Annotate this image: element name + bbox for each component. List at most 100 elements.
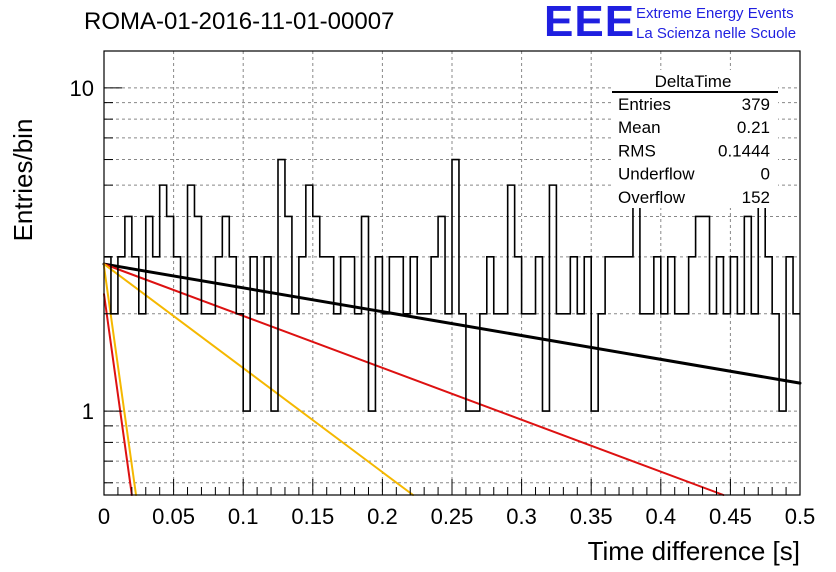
stats-row-value: 0.1444 (718, 141, 770, 160)
histogram-bin (153, 257, 160, 495)
histogram-bin (424, 314, 431, 495)
histogram-bin (125, 216, 132, 495)
histogram-bin (431, 257, 438, 495)
histogram-bin (327, 257, 334, 495)
histogram-bin (605, 257, 612, 495)
histogram-bin (675, 314, 682, 495)
histogram-bin (375, 257, 382, 495)
histogram-bin (382, 314, 389, 495)
histogram-bin (682, 314, 689, 495)
histogram-bin (348, 257, 355, 495)
stats-row-label: Underflow (618, 165, 695, 184)
x-tick-label: 0.25 (431, 504, 474, 529)
histogram-bin (355, 314, 362, 495)
stats-row-label: Mean (618, 118, 661, 137)
histogram-bin (529, 314, 536, 495)
stats-row-value: 0 (761, 165, 770, 184)
histogram-bin (215, 257, 222, 495)
y-tick-label: 1 (82, 399, 94, 424)
histogram-bin (257, 314, 264, 495)
histogram-bin (459, 314, 466, 495)
histogram-bin (703, 216, 710, 495)
histogram-bin (640, 314, 647, 495)
histogram-bin (466, 411, 473, 495)
histogram-bin (515, 257, 522, 495)
histogram-bin (584, 257, 591, 495)
histogram-bin (299, 257, 306, 495)
fit-curve-orange (103, 263, 415, 496)
histogram-bin (320, 257, 327, 495)
histogram-bin (243, 411, 250, 495)
histogram-bin (730, 257, 737, 495)
histogram-bin (174, 257, 181, 495)
histogram-bin (306, 185, 313, 495)
histogram-bin (633, 185, 640, 495)
histogram-bin (744, 216, 751, 495)
histogram-bin (188, 185, 195, 495)
histogram-bin (403, 314, 410, 495)
histogram-bin (104, 257, 111, 495)
histogram-bin (487, 257, 494, 495)
histogram-bin (194, 216, 201, 495)
histogram-bin (222, 216, 229, 495)
histogram-bin (181, 314, 188, 495)
x-tick-label: 0.45 (709, 504, 752, 529)
histogram-bin (111, 314, 118, 495)
histogram-bin (772, 314, 779, 495)
histogram-bin (612, 257, 619, 495)
histogram-bin (473, 411, 480, 495)
stats-box: DeltaTime Entries 379 Mean 0.21 RMS 0.1444 Und… (612, 70, 778, 208)
histogram-bin (508, 185, 515, 495)
x-tick-label: 0.1 (228, 504, 259, 529)
histogram-bin (201, 314, 208, 495)
histogram-bin (494, 314, 501, 495)
histogram-bin (278, 160, 285, 495)
y-axis-label: Entries/bin (8, 119, 38, 242)
histogram-bin (723, 314, 730, 495)
histogram-bin (334, 314, 341, 495)
histogram-bin (167, 216, 174, 495)
histogram-bin (654, 257, 661, 495)
histogram-bin (362, 216, 369, 495)
histogram-bin (737, 314, 744, 495)
stats-row-label: RMS (618, 141, 656, 160)
histogram-bin (619, 257, 626, 495)
histogram-bin (556, 314, 563, 495)
histogram-bin (285, 216, 292, 495)
tick-labels: 0 0.05 0.1 0.15 0.2 0.25 0.3 0.35 0.4 0.45 0.5 1 10 (70, 76, 816, 529)
histogram-bin (271, 411, 278, 495)
histogram-bin (522, 314, 529, 495)
x-tick-label: 0.4 (646, 504, 677, 529)
histogram-bin (501, 314, 508, 495)
stats-row-label: Overflow (618, 188, 686, 207)
axis-ticks (103, 87, 801, 495)
histogram-bin (118, 257, 125, 495)
histogram-bin (647, 314, 654, 495)
fit-curve-black (102, 262, 802, 385)
histogram-bin (549, 185, 556, 495)
histogram-bin (751, 314, 758, 495)
histogram-bin (710, 314, 717, 495)
histogram-bin (396, 257, 403, 495)
histogram-bin (626, 257, 633, 495)
histogram-bin (160, 185, 167, 495)
histogram-bin (793, 314, 800, 495)
histogram-bin (668, 257, 675, 495)
histogram-bin (236, 314, 243, 495)
stats-title: DeltaTime (655, 72, 732, 91)
x-tick-label: 0.2 (367, 504, 398, 529)
logo-mark: EEE (544, 0, 636, 46)
histogram-bin (313, 216, 320, 495)
histogram-bin (208, 314, 215, 495)
histogram-bin (480, 314, 487, 495)
histogram-bin (661, 314, 668, 495)
histogram-bin (779, 411, 786, 495)
stats-row-value: 379 (742, 95, 770, 114)
fit-curve-red (103, 293, 133, 496)
fit-curve-red (103, 263, 725, 496)
x-axis-label: Time difference [s] (588, 536, 800, 566)
histogram-bin (536, 257, 543, 495)
histogram-bin (132, 257, 139, 495)
